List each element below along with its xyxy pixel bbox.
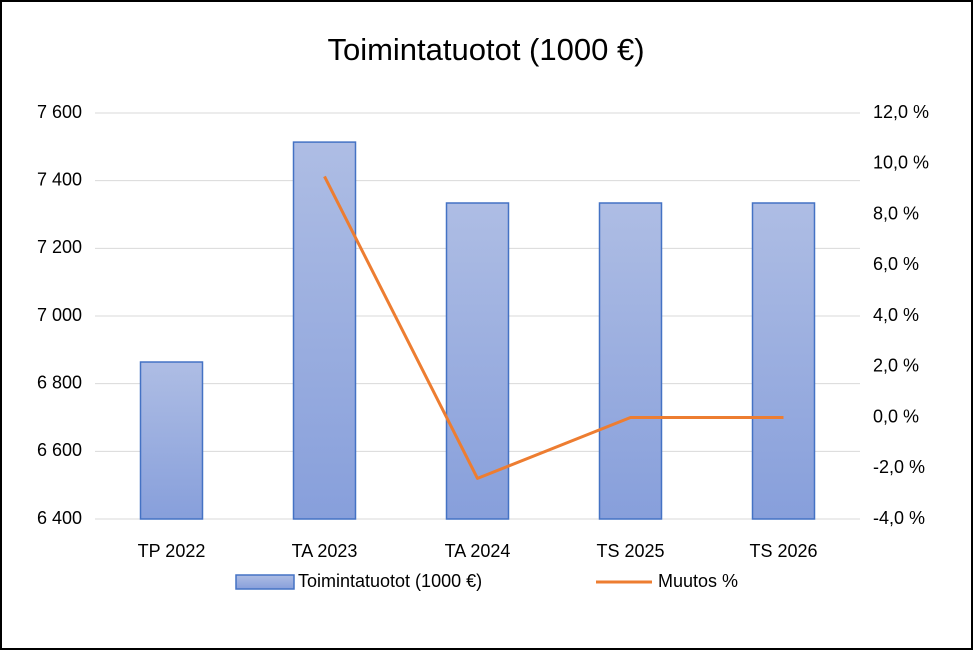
line: [323, 175, 784, 480]
y2-tick-label: -4,0 %: [873, 508, 925, 528]
bar: [751, 202, 816, 520]
y-tick-label: 7 200: [37, 237, 82, 257]
bar: [292, 141, 357, 520]
y-tick-label: 6 600: [37, 440, 82, 460]
bar: [445, 202, 510, 520]
x-tick-label: TP 2022: [138, 541, 206, 561]
x-tick-label: TS 2026: [749, 541, 817, 561]
chart-title: Toimintatuotot (1000 €): [327, 32, 644, 67]
y-tick-label: 7 000: [37, 305, 82, 325]
y2-tick-label: 0,0 %: [873, 406, 919, 426]
bar: [598, 202, 663, 520]
legend-label: Muutos %: [658, 571, 738, 591]
x-tick-label: TA 2024: [445, 541, 511, 561]
y-tick-label: 6 400: [37, 508, 82, 528]
y2-tick-label: 12,0 %: [873, 102, 929, 122]
x-tick-label: TS 2025: [596, 541, 664, 561]
y2-tick-label: -2,0 %: [873, 457, 925, 477]
y2-tick-label: 4,0 %: [873, 305, 919, 325]
y-tick-label: 7 600: [37, 102, 82, 122]
y2-tick-label: 6,0 %: [873, 254, 919, 274]
legend-label: Toimintatuotot (1000 €): [298, 571, 482, 591]
y2-tick-label: 8,0 %: [873, 203, 919, 223]
bar: [139, 361, 204, 520]
legend-swatch: [235, 574, 295, 590]
y2-tick-label: 2,0 %: [873, 356, 919, 376]
x-tick-label: TA 2023: [292, 541, 358, 561]
y-tick-label: 6 800: [37, 372, 82, 392]
y-tick-label: 7 400: [37, 169, 82, 189]
y2-tick-label: 10,0 %: [873, 153, 929, 173]
